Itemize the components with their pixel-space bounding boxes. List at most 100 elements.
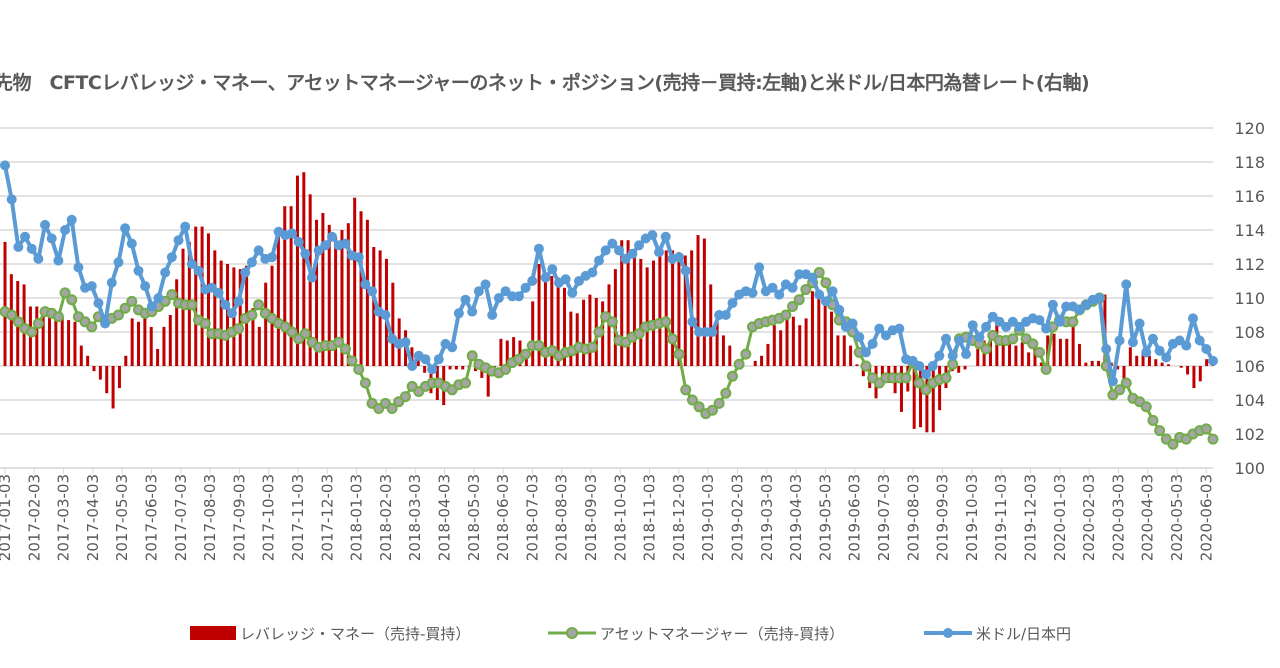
bar-leveraged-money [1122,366,1126,385]
usdjpy-point [46,233,57,244]
usdjpy-point [1054,316,1065,327]
bar-leveraged-money [41,309,45,366]
asset-manager-point [253,299,265,311]
asset-manager-point [780,309,792,321]
usdjpy-point [894,323,905,334]
usdjpy-point [1147,333,1158,344]
bar-leveraged-money [391,282,395,366]
asset-manager-point [633,328,645,340]
usdjpy-point [1101,344,1112,354]
asset-manager-point [399,391,411,403]
asset-manager-point [900,372,912,384]
asset-manager-point [246,309,258,321]
y-tick-label: 104 [1234,391,1265,410]
usdjpy-point [40,219,51,230]
usdjpy-point [60,225,71,235]
usdjpy-point [447,342,458,353]
usdjpy-point [427,364,438,375]
usdjpy-point [727,298,738,309]
usdjpy-point [166,252,177,263]
usdjpy-point [53,255,64,266]
bar-leveraged-money [251,308,255,366]
bar-leveraged-money [1008,342,1012,366]
bar-leveraged-money [728,345,732,366]
usdjpy-point [220,299,231,310]
usdjpy-point [513,291,524,302]
asset-manager-point [460,377,472,389]
bar-leveraged-money [283,206,287,366]
x-tick-label: 2020-06-03 [1197,474,1215,561]
usdjpy-point [20,231,31,242]
usdjpy-point [854,332,865,343]
usdjpy-point [33,253,44,264]
asset-manager-point [586,341,598,353]
usdjpy-point [947,350,958,361]
usdjpy-point [654,247,665,258]
usdjpy-point [774,289,785,300]
usdjpy-point [867,338,878,349]
usdjpy-point [153,293,164,303]
asset-manager-point [533,340,545,352]
bar-leveraged-money [785,316,789,366]
bar-leveraged-money [976,349,980,366]
bar-leveraged-money [194,226,198,366]
usdjpy-point [353,252,364,263]
bar-leveraged-money [92,366,96,372]
usdjpy-point [921,369,932,380]
legend-item-asset-manager: アセットマネージャー（売持-買持） [548,622,844,644]
usdjpy-point [587,267,598,278]
usdjpy-point [467,306,478,317]
bar-leveraged-money [760,355,764,366]
asset-manager-point [112,309,124,321]
bar-leveraged-money [543,272,547,366]
x-tick-label: 2017-07-03 [172,474,190,561]
bar-leveraged-money [562,287,566,366]
y-tick-label: 112 [1234,255,1265,274]
legend-label: 米ドル/日本円 [976,624,1072,643]
bar-leveraged-money [111,366,115,409]
bar-leveraged-money [295,175,299,366]
usdjpy-point [433,354,444,365]
asset-manager-point [1207,433,1219,445]
asset-manager-point [386,403,398,414]
usdjpy-point [814,289,825,300]
bar-leveraged-money [766,343,770,366]
usdjpy-point [720,310,731,320]
usdjpy-point [607,238,618,249]
usdjpy-point [927,361,938,371]
bar-leveraged-money [931,366,935,433]
y-tick-label: 106 [1234,357,1265,376]
usdjpy-point [266,252,277,263]
bar-leveraged-money [200,226,204,366]
y-tick-label: 100 [1234,459,1265,478]
y-tick-label: 120 [1234,119,1265,138]
usdjpy-point [13,242,24,252]
bar-leveraged-money [1065,338,1069,366]
usdjpy-point [527,276,538,286]
usdjpy-point [934,350,945,361]
usdjpy-point [26,243,37,254]
bar-leveraged-money [639,258,643,366]
bar-leveraged-money [480,366,484,378]
y-tick-label: 116 [1234,187,1265,206]
legend-line-marker-icon [924,628,972,638]
bar-leveraged-money [35,306,39,366]
x-tick-label: 2017-12-03 [318,474,336,561]
usdjpy-point [981,321,992,332]
x-tick-label: 2019-11-03 [992,474,1010,561]
bar-leveraged-money [1084,362,1088,366]
usdjpy-point [253,245,264,256]
usdjpy-point [1041,323,1052,334]
bar-leveraged-money [1039,362,1043,366]
bar-leveraged-money [143,313,147,366]
bar-leveraged-money [499,338,503,366]
bar-leveraged-money [1020,342,1024,366]
bar-leveraged-money [938,366,942,411]
x-tick-label: 2018-03-03 [406,474,424,561]
x-tick-label: 2019-10-03 [963,474,981,561]
bar-leveraged-money [117,366,121,389]
bar-leveraged-money [448,366,452,370]
bar-leveraged-money [550,275,554,366]
bar-leveraged-money [957,366,961,373]
x-tick-label: 2018-07-03 [523,474,541,561]
